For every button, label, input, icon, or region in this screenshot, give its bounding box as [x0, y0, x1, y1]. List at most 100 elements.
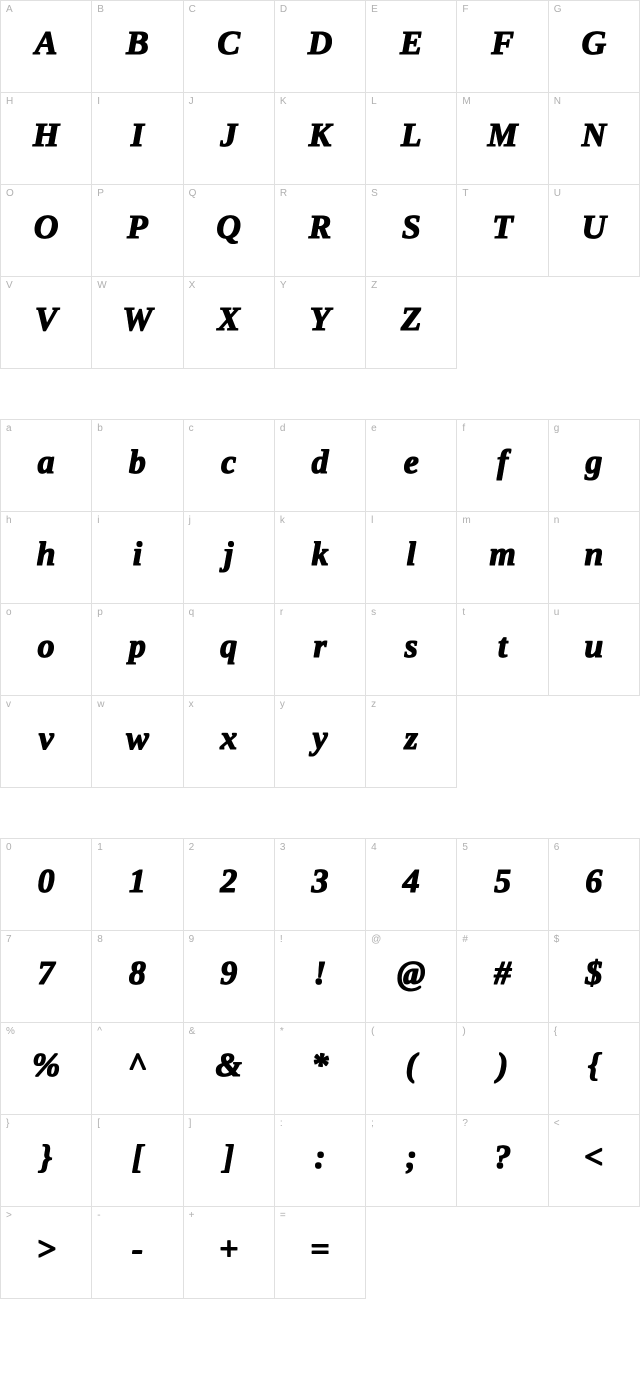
glyph-label: >: [6, 1210, 12, 1221]
glyph-cell: ++: [184, 1207, 275, 1299]
glyph-cell: bb: [92, 420, 183, 512]
glyph-label: t: [462, 607, 465, 618]
glyph-label: M: [462, 96, 470, 107]
glyph-display: $: [585, 954, 602, 992]
glyph-label: 3: [280, 842, 286, 853]
glyph-label: W: [97, 280, 106, 291]
glyph-label: h: [6, 515, 12, 526]
glyph-display: 5: [494, 862, 511, 900]
glyph-display: 6: [585, 862, 602, 900]
glyph-cell: 33: [275, 839, 366, 931]
glyph-cell: ^^: [92, 1023, 183, 1115]
glyph-label: H: [6, 96, 13, 107]
glyph-cell: TT: [457, 185, 548, 277]
glyph-cell: >>: [1, 1207, 92, 1299]
glyph-label: 0: [6, 842, 12, 853]
glyph-label: n: [554, 515, 560, 526]
glyph-cell: %%: [1, 1023, 92, 1115]
glyph-display: t: [498, 627, 507, 665]
glyph-cell: ee: [366, 420, 457, 512]
glyph-display: V: [35, 300, 58, 338]
glyph-label: (: [371, 1026, 374, 1037]
glyph-display: 4: [403, 862, 420, 900]
glyph-label: s: [371, 607, 376, 618]
glyph-label: p: [97, 607, 103, 618]
glyph-cell: jj: [184, 512, 275, 604]
glyph-display: K: [309, 116, 332, 154]
glyph-label: b: [97, 423, 103, 434]
glyph-cell: xx: [184, 696, 275, 788]
glyph-label: v: [6, 699, 11, 710]
glyph-label: d: [280, 423, 286, 434]
glyph-display: x: [220, 719, 237, 757]
glyph-display: }: [40, 1138, 52, 1176]
glyph-display: w: [126, 719, 149, 757]
glyph-label: F: [462, 4, 468, 15]
section-lowercase: aabbccddeeffgghhiijjkkllmmnnooppqqrrsstt…: [0, 419, 640, 788]
glyph-cell: oo: [1, 604, 92, 696]
glyph-label: K: [280, 96, 287, 107]
glyph-label: =: [280, 1210, 286, 1221]
glyph-cell: OO: [1, 185, 92, 277]
glyph-cell: 88: [92, 931, 183, 1023]
glyph-display: 8: [129, 954, 146, 992]
glyph-label: ?: [462, 1118, 468, 1129]
glyph-cell: ??: [457, 1115, 548, 1207]
empty-cell: [549, 696, 640, 788]
glyph-display: -: [132, 1230, 143, 1268]
glyph-display: ;: [406, 1138, 417, 1176]
glyph-label: !: [280, 934, 283, 945]
glyph-cell: ##: [457, 931, 548, 1023]
glyph-cell: NN: [549, 93, 640, 185]
glyph-cell: }}: [1, 1115, 92, 1207]
glyph-label: C: [189, 4, 196, 15]
glyph-label: a: [6, 423, 12, 434]
glyph-display: 7: [38, 954, 55, 992]
glyph-cell: GG: [549, 1, 640, 93]
glyph-label: R: [280, 188, 287, 199]
glyph-label: [: [97, 1118, 100, 1129]
glyph-cell: ww: [92, 696, 183, 788]
glyph-cell: ZZ: [366, 277, 457, 369]
glyph-display: >: [36, 1230, 55, 1268]
glyph-display: G: [582, 24, 607, 62]
glyph-label: m: [462, 515, 470, 526]
glyph-cell: qq: [184, 604, 275, 696]
glyph-cell: RR: [275, 185, 366, 277]
glyph-cell: dd: [275, 420, 366, 512]
section-uppercase: AABBCCDDEEFFGGHHIIJJKKLLMMNNOOPPQQRRSSTT…: [0, 0, 640, 369]
glyph-label: Z: [371, 280, 377, 291]
glyph-display: L: [401, 116, 422, 154]
glyph-display: m: [489, 535, 515, 573]
empty-cell: [366, 1207, 457, 1299]
glyph-cell: )): [457, 1023, 548, 1115]
glyph-label: I: [97, 96, 100, 107]
glyph-display: 9: [220, 954, 237, 992]
glyph-display: Z: [401, 300, 422, 338]
glyph-cell: zz: [366, 696, 457, 788]
glyph-label: E: [371, 4, 378, 15]
glyph-label: c: [189, 423, 194, 434]
glyph-display: ): [497, 1046, 508, 1084]
glyph-label: J: [189, 96, 194, 107]
glyph-cell: !!: [275, 931, 366, 1023]
glyph-cell: uu: [549, 604, 640, 696]
section-numbers-symbols: 00112233445566778899!!@@##$$%%^^&&**(())…: [0, 838, 640, 1299]
glyph-display: h: [37, 535, 56, 573]
glyph-display: d: [311, 443, 328, 481]
glyph-cell: {{: [549, 1023, 640, 1115]
glyph-display: P: [127, 208, 148, 246]
glyph-label: 1: [97, 842, 103, 853]
glyph-display: s: [405, 627, 418, 665]
glyph-label: w: [97, 699, 104, 710]
glyph-label: ): [462, 1026, 465, 1037]
glyph-cell: VV: [1, 277, 92, 369]
glyph-cell: ((: [366, 1023, 457, 1115]
glyph-display: ?: [494, 1138, 511, 1176]
glyph-cell: ==: [275, 1207, 366, 1299]
glyph-label: x: [189, 699, 194, 710]
glyph-cell: &&: [184, 1023, 275, 1115]
glyph-display: M: [487, 116, 517, 154]
glyph-label: &: [189, 1026, 196, 1037]
glyph-display: [: [132, 1138, 143, 1176]
